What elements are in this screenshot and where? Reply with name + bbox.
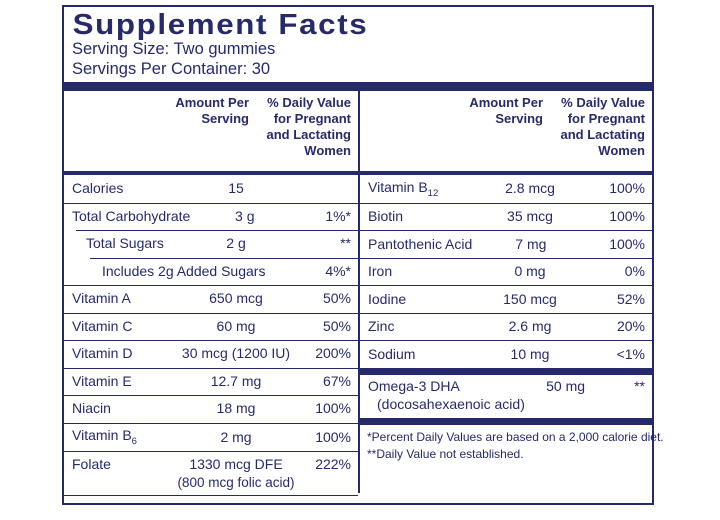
servings-per-container-text: Servings Per Container: 30 bbox=[72, 59, 271, 78]
table-row: Biotin 35 mcg 100% bbox=[360, 202, 652, 231]
amount-value: 30 mcg (1200 IU) bbox=[181, 345, 291, 362]
amount-value: 7 mg bbox=[515, 235, 547, 252]
daily-value: 100% bbox=[609, 180, 645, 197]
amount-value: 650 mcg bbox=[209, 290, 263, 307]
table-row: Vitamin B12 2.8 mcg 100% bbox=[360, 175, 652, 203]
facts-columns: Amount Per Serving % Daily Value for Pre… bbox=[64, 91, 664, 496]
footnotes: *Percent Daily Values are based on a 2,0… bbox=[360, 425, 664, 464]
left-column-header: Amount Per Serving % Daily Value for Pre… bbox=[64, 91, 358, 171]
daily-value: 100% bbox=[315, 428, 351, 445]
amount-value: 18 mg bbox=[216, 400, 256, 417]
table-row: Folate 1330 mcg DFE (800 mcg folic acid)… bbox=[64, 451, 358, 496]
daily-value-header: % Daily Value for Pregnant and Lactating… bbox=[560, 95, 645, 158]
amount-value: 1330 mcg DFE (800 mcg folic acid) bbox=[177, 455, 295, 490]
daily-value: 1%* bbox=[325, 207, 351, 224]
daily-value: 222% bbox=[315, 455, 351, 472]
table-row: Vitamin D 30 mcg (1200 IU) 200% bbox=[64, 340, 358, 368]
thick-divider-bar bbox=[64, 82, 652, 92]
amount-value: 2.6 mg bbox=[508, 318, 552, 335]
daily-value: 0% bbox=[624, 263, 645, 280]
left-column: Amount Per Serving % Daily Value for Pre… bbox=[64, 91, 358, 496]
table-row: Vitamin A 650 mcg 50% bbox=[64, 285, 358, 313]
daily-value: 20% bbox=[616, 318, 645, 335]
table-row: Includes 2g Added Sugars 4%* bbox=[90, 257, 358, 286]
table-row: Niacin 18 mg 100% bbox=[64, 395, 358, 423]
nutrient-name: Zinc bbox=[368, 318, 395, 335]
right-column: Amount Per Serving % Daily Value for Pre… bbox=[358, 91, 664, 494]
table-row: Calories 15 bbox=[64, 175, 358, 203]
nutrient-name: Iodine bbox=[368, 290, 407, 307]
amount-value: 15 bbox=[228, 179, 244, 196]
table-row: Vitamin B6 2 mg 100% bbox=[64, 422, 358, 452]
nutrient-name: Folate bbox=[72, 455, 111, 472]
amount-value: 50 mg bbox=[546, 378, 586, 395]
daily-value: 100% bbox=[609, 235, 645, 252]
footnote-dv-not-established: **Daily Value not established. bbox=[367, 447, 524, 462]
right-column-header: Amount Per Serving % Daily Value for Pre… bbox=[360, 91, 652, 171]
section-divider-bar bbox=[360, 367, 652, 375]
daily-value: 100% bbox=[315, 400, 351, 417]
nutrient-name: Pantothenic Acid bbox=[368, 235, 473, 252]
supplement-facts-panel: Supplement Facts Serving Size: Two gummi… bbox=[62, 5, 664, 505]
header-divider-bar bbox=[360, 171, 652, 176]
nutrient-name: Niacin bbox=[72, 400, 111, 417]
header-divider-bar bbox=[64, 171, 358, 176]
nutrient-name: Vitamin B12 bbox=[368, 178, 439, 199]
daily-value: 100% bbox=[609, 208, 645, 225]
table-row: Total Sugars 2 g ** bbox=[76, 230, 358, 258]
nutrient-name: Biotin bbox=[368, 208, 404, 225]
daily-value: 52% bbox=[616, 290, 645, 307]
nutrient-name: Vitamin B6 bbox=[72, 427, 137, 447]
daily-value: 200% bbox=[315, 345, 351, 362]
amount-per-serving-header: Amount Per Serving bbox=[175, 95, 249, 126]
table-row: Sodium 10 mg <1% bbox=[360, 340, 652, 368]
amount-value: 2 mg bbox=[220, 428, 252, 445]
daily-value: 50% bbox=[322, 290, 351, 307]
table-row: Iodine 150 mcg 52% bbox=[360, 285, 652, 313]
section-divider-bar bbox=[360, 417, 652, 425]
table-row: Total Carbohydrate 3 g 1%* bbox=[64, 202, 358, 231]
table-row: Pantothenic Acid 7 mg 100% bbox=[360, 230, 652, 258]
nutrient-name: Iron bbox=[368, 263, 393, 280]
amount-value: 0 mg bbox=[514, 263, 546, 280]
amount-value: 2 g bbox=[226, 235, 246, 252]
amount-value: 150 mcg bbox=[503, 290, 557, 307]
amount-value: 60 mg bbox=[216, 317, 256, 334]
nutrient-name: Omega-3 DHA (docosahexaenoic acid) bbox=[368, 378, 525, 413]
panel-title: Supplement Facts bbox=[72, 9, 369, 41]
amount-value: 35 mcg bbox=[507, 208, 553, 225]
daily-value-header: % Daily Value for Pregnant and Lactating… bbox=[266, 95, 351, 158]
amount-per-serving-header: Amount Per Serving bbox=[469, 95, 543, 126]
serving-size-text: Serving Size: Two gummies bbox=[72, 40, 276, 59]
nutrient-name: Vitamin D bbox=[72, 345, 133, 362]
amount-value: 10 mg bbox=[510, 345, 550, 362]
nutrient-name: Vitamin E bbox=[72, 372, 132, 389]
nutrient-name: Sodium bbox=[368, 345, 416, 362]
daily-value: 4%* bbox=[325, 262, 351, 279]
table-row: Zinc 2.6 mg 20% bbox=[360, 312, 652, 341]
nutrient-name: Total Carbohydrate bbox=[72, 207, 191, 224]
nutrient-name: Total Sugars bbox=[86, 235, 164, 252]
table-row: Iron 0 mg 0% bbox=[360, 257, 652, 286]
daily-value: ** bbox=[340, 235, 351, 252]
nutrient-name: Includes 2g Added Sugars bbox=[102, 262, 266, 279]
amount-value: 12.7 mg bbox=[210, 372, 262, 389]
subscript: 12 bbox=[427, 187, 439, 199]
table-row: Vitamin C 60 mg 50% bbox=[64, 312, 358, 341]
amount-value: 2.8 mcg bbox=[505, 180, 555, 197]
daily-value: ** bbox=[634, 378, 645, 395]
subscript: 6 bbox=[131, 435, 137, 447]
daily-value: 50% bbox=[322, 317, 351, 334]
nutrient-name: Vitamin C bbox=[72, 317, 133, 334]
nutrient-name: Calories bbox=[72, 179, 124, 196]
table-row: Vitamin E 12.7 mg 67% bbox=[64, 367, 358, 396]
daily-value: <1% bbox=[616, 345, 645, 362]
table-row: Omega-3 DHA (docosahexaenoic acid) 50 mg… bbox=[360, 375, 652, 418]
footnote-percent-dv: *Percent Daily Values are based on a 2,0… bbox=[367, 429, 664, 444]
nutrient-name: Vitamin A bbox=[72, 290, 131, 307]
amount-value: 3 g bbox=[235, 207, 255, 224]
daily-value: 67% bbox=[322, 372, 351, 389]
